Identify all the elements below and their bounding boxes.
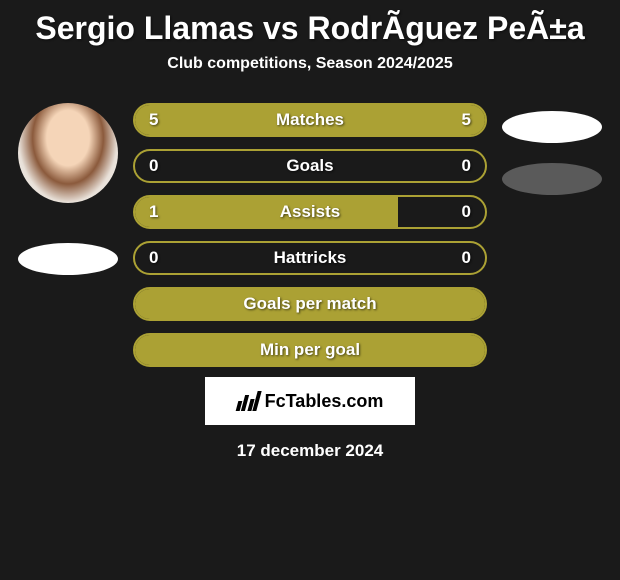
branding-text: FcTables.com — [265, 391, 384, 412]
stat-value-right: 0 — [462, 243, 471, 273]
main-content: 5 Matches 5 0 Goals 0 1 Assists 0 0 Hatt… — [0, 103, 620, 367]
chart-icon — [237, 391, 259, 411]
stat-label: Min per goal — [135, 335, 485, 365]
stat-value-right: 0 — [462, 151, 471, 181]
stat-label: Assists — [135, 197, 485, 227]
page-subtitle: Club competitions, Season 2024/2025 — [0, 55, 620, 103]
footer: FcTables.com 17 december 2024 — [0, 377, 620, 461]
stat-bar-hattricks: 0 Hattricks 0 — [133, 241, 487, 275]
stat-bar-matches: 5 Matches 5 — [133, 103, 487, 137]
player-left-column — [13, 103, 123, 275]
branding-box: FcTables.com — [205, 377, 415, 425]
player-right-team-logo-2 — [502, 163, 602, 195]
stat-label: Matches — [135, 105, 485, 135]
player-left-team-logo — [18, 243, 118, 275]
main-container: Sergio Llamas vs RodrÃ­guez PeÃ±a Club c… — [0, 0, 620, 461]
page-title: Sergio Llamas vs RodrÃ­guez PeÃ±a — [0, 0, 620, 55]
stat-label: Hattricks — [135, 243, 485, 273]
stat-value-right: 0 — [462, 197, 471, 227]
stat-label: Goals per match — [135, 289, 485, 319]
stat-value-right: 5 — [462, 105, 471, 135]
player-left-avatar — [18, 103, 118, 203]
stat-bar-assists: 1 Assists 0 — [133, 195, 487, 229]
date-text: 17 december 2024 — [237, 441, 384, 461]
stat-bar-gpm: Goals per match — [133, 287, 487, 321]
player-right-team-logo-1 — [502, 111, 602, 143]
stat-bar-mpg: Min per goal — [133, 333, 487, 367]
stat-bar-goals: 0 Goals 0 — [133, 149, 487, 183]
stat-label: Goals — [135, 151, 485, 181]
stats-column: 5 Matches 5 0 Goals 0 1 Assists 0 0 Hatt… — [133, 103, 487, 367]
player-right-column — [497, 103, 607, 195]
